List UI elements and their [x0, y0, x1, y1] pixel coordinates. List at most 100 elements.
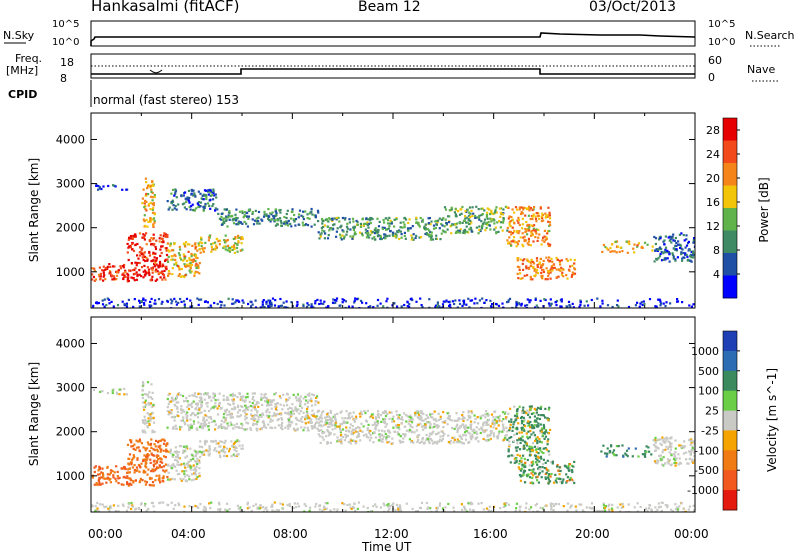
vel-colorbar-swatch-2 — [723, 370, 737, 392]
power-region-11 — [516, 256, 577, 281]
power-region-12 — [601, 240, 654, 254]
power-colorbar-swatch-0 — [723, 118, 737, 141]
nave-dip — [149, 69, 163, 74]
nsky-label: N.Sky — [3, 29, 35, 42]
vel-region-12 — [91, 501, 695, 512]
vel-ytick-label-1: 2000 — [56, 425, 85, 439]
x-axis-ticks — [90, 113, 696, 512]
power-region-8 — [317, 216, 446, 241]
power-region-2 — [166, 241, 201, 279]
vel-region-9 — [517, 460, 576, 485]
power-region-3 — [199, 234, 244, 254]
nsky-frame — [90, 20, 696, 47]
power-colorbar-swatch-1 — [723, 140, 737, 164]
power-frame — [90, 112, 696, 309]
power-colorbar-label: Power [dB] — [757, 177, 771, 242]
nave-bottom-tick: 0 — [708, 71, 715, 84]
velocity-heatmap — [91, 381, 695, 512]
vel-colorbar-tick-label-5: -100 — [694, 444, 719, 457]
power-colorbar-swatch-3 — [723, 185, 737, 209]
vel-colorbar-tick-label-0: 1000 — [691, 345, 719, 358]
power-heatmap — [91, 177, 695, 308]
power-region-13 — [653, 232, 695, 263]
vel-colorbar-swatch-4 — [723, 410, 737, 431]
nsearch-bottom-tick: 10^0 — [708, 37, 736, 48]
cpid-label: CPID — [8, 88, 38, 101]
power-colorbar-tick-label-0: 4 — [713, 268, 720, 281]
vel-colorbar-tick-label-7: -1000 — [687, 484, 719, 497]
x-tick-5: 20:00 — [575, 527, 610, 541]
vel-colorbar-swatch-6 — [723, 450, 737, 471]
power-ytick-label-1: 2000 — [56, 221, 85, 235]
power-region-7 — [217, 207, 320, 228]
vel-ytick-label-2: 3000 — [56, 381, 85, 395]
power-colorbar-swatch-2 — [723, 163, 737, 186]
x-tick-6: 00:00 — [674, 527, 709, 541]
vel-region-10 — [600, 444, 653, 458]
velocity-y-axis: 1000 2000 3000 4000 — [56, 336, 695, 483]
x-tick-1: 04:00 — [171, 527, 206, 541]
beam-title: Beam 12 — [358, 0, 421, 15]
cpid-value: normal (fast stereo) 153 — [93, 93, 240, 107]
velocity-colorbar-label: Velocity [m s^-1] — [765, 368, 779, 472]
vel-colorbar-swatch-1 — [723, 350, 737, 372]
vel-colorbar-tick-label-4: -25 — [701, 424, 719, 437]
freq-trace — [91, 68, 695, 75]
vel-colorbar-tick-label-2: 100 — [698, 385, 719, 398]
power-region-4 — [95, 183, 129, 191]
vel-colorbar-frame — [722, 330, 738, 511]
power-colorbar-tick-label-5: 24 — [706, 148, 720, 161]
power-colorbar-swatch-6 — [723, 253, 737, 276]
vel-ytick-label-0: 1000 — [56, 469, 85, 483]
vel-region-1 — [126, 438, 169, 487]
vel-ytick-label-3: 4000 — [56, 336, 85, 350]
freq-bottom-tick: 8 — [60, 72, 67, 85]
vel-region-5 — [141, 381, 156, 434]
power-region-9 — [443, 205, 509, 235]
freq-label: Freq. — [15, 52, 43, 65]
power-ytick-label-2: 3000 — [56, 177, 85, 191]
power-colorbar-tick-label-4: 20 — [706, 172, 720, 185]
nsearch-top-tick: 10^5 — [708, 19, 736, 30]
nsky-bottom-tick: 10^0 — [52, 37, 80, 48]
vel-region-3 — [199, 439, 244, 459]
power-region-1 — [126, 232, 169, 283]
x-tick-2: 08:00 — [273, 527, 308, 541]
nsky-trace — [90, 32, 696, 46]
power-region-0 — [91, 263, 127, 282]
power-y-axis: 1000 2000 3000 4000 — [56, 132, 695, 279]
x-tick-4: 16:00 — [473, 527, 508, 541]
power-y-label: Slant Range [km] — [27, 158, 41, 262]
power-colorbar-tick-label-1: 8 — [713, 244, 720, 257]
power-colorbar-swatch-5 — [723, 230, 737, 254]
velocity-frame — [90, 316, 696, 513]
power-colorbar-frame — [722, 117, 738, 299]
freq-unit-label: [MHz] — [6, 64, 39, 77]
vel-region-0 — [91, 465, 129, 486]
power-region-5 — [141, 177, 156, 228]
power-colorbar-tick-label-3: 16 — [706, 196, 720, 209]
vel-colorbar-swatch-8 — [723, 490, 737, 511]
vel-region-11 — [652, 436, 695, 467]
x-tick-0: 00:00 — [88, 527, 123, 541]
vel-colorbar-swatch-0 — [723, 331, 737, 352]
nsky-top-tick: 10^5 — [52, 19, 80, 30]
nave-label: Nave — [747, 63, 776, 76]
vel-colorbar-tick-label-6: -500 — [694, 464, 719, 477]
nave-top-tick: 60 — [708, 54, 722, 67]
power-colorbar-tick-label-2: 12 — [706, 220, 720, 233]
vel-colorbar-tick-label-3: 25 — [705, 405, 719, 418]
power-colorbar: 4 8 12 16 20 24 28 — [706, 117, 740, 299]
vel-colorbar-swatch-7 — [723, 470, 737, 491]
power-colorbar-swatch-4 — [723, 208, 737, 231]
power-ytick-label-0: 1000 — [56, 265, 85, 279]
x-axis-label: Time UT — [362, 540, 412, 554]
power-ytick-label-3: 4000 — [56, 132, 85, 146]
nsearch-label: N.Search — [745, 29, 795, 42]
power-region-6 — [166, 188, 219, 212]
vel-colorbar-tick-label-1: 500 — [698, 365, 719, 378]
power-colorbar-swatch-7 — [723, 275, 737, 299]
vel-region-2 — [166, 445, 202, 483]
vel-colorbar-swatch-3 — [723, 390, 737, 411]
